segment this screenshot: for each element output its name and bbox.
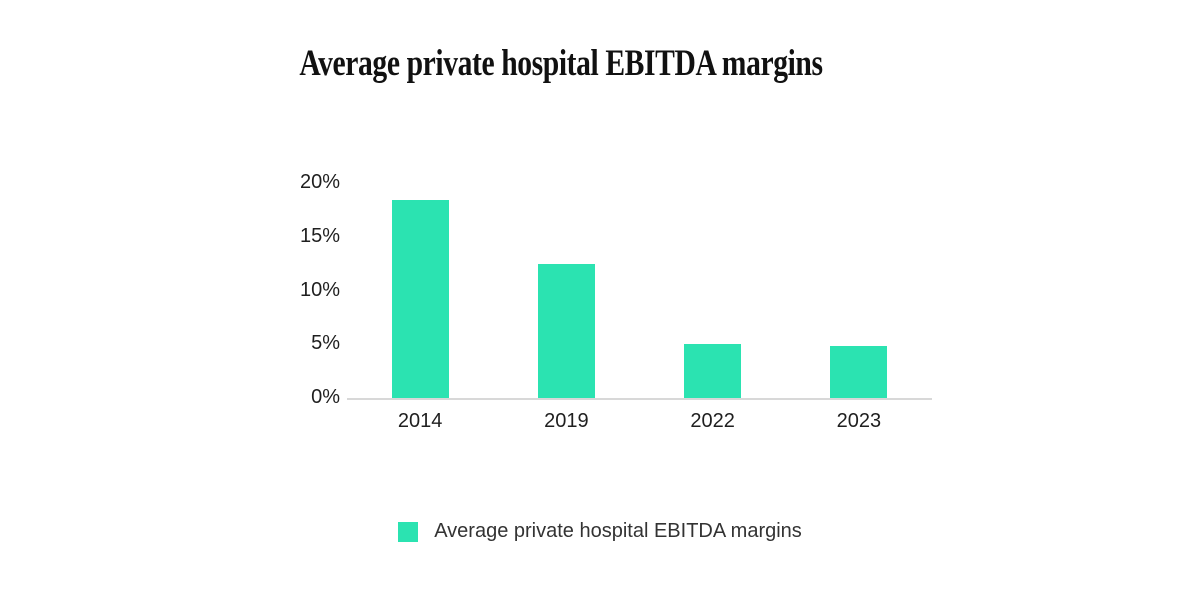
legend: Average private hospital EBITDA margins	[0, 520, 1200, 543]
bar-2023[interactable]	[830, 346, 888, 398]
x-axis-label-2019: 2019	[544, 410, 589, 432]
x-axis-label-2014: 2014	[397, 410, 443, 432]
x-axis-label-2023: 2023	[836, 410, 882, 432]
legend-label: Average private hospital EBITDA margins	[434, 520, 802, 542]
legend-swatch	[398, 521, 419, 542]
bar-2019[interactable]	[537, 263, 595, 398]
y-axis-tick-label: 10%	[299, 278, 340, 301]
y-axis-tick-label: 0%	[311, 386, 340, 408]
plot-area: 0% 5% 10% 15% 20% 2014 2019 2022 2023	[300, 172, 932, 432]
x-axis-label-2022: 2022	[690, 410, 735, 432]
y-axis-tick-label: 5%	[311, 332, 340, 355]
y-axis-tick-label: 20%	[299, 171, 340, 193]
bar-2014[interactable]	[391, 200, 449, 398]
legend-item[interactable]: Average private hospital EBITDA margins	[398, 520, 802, 543]
y-axis-tick-label: 15%	[299, 224, 340, 247]
chart-title: Average private hospital EBITDA margins	[299, 43, 823, 84]
bar-2022[interactable]	[684, 344, 742, 398]
